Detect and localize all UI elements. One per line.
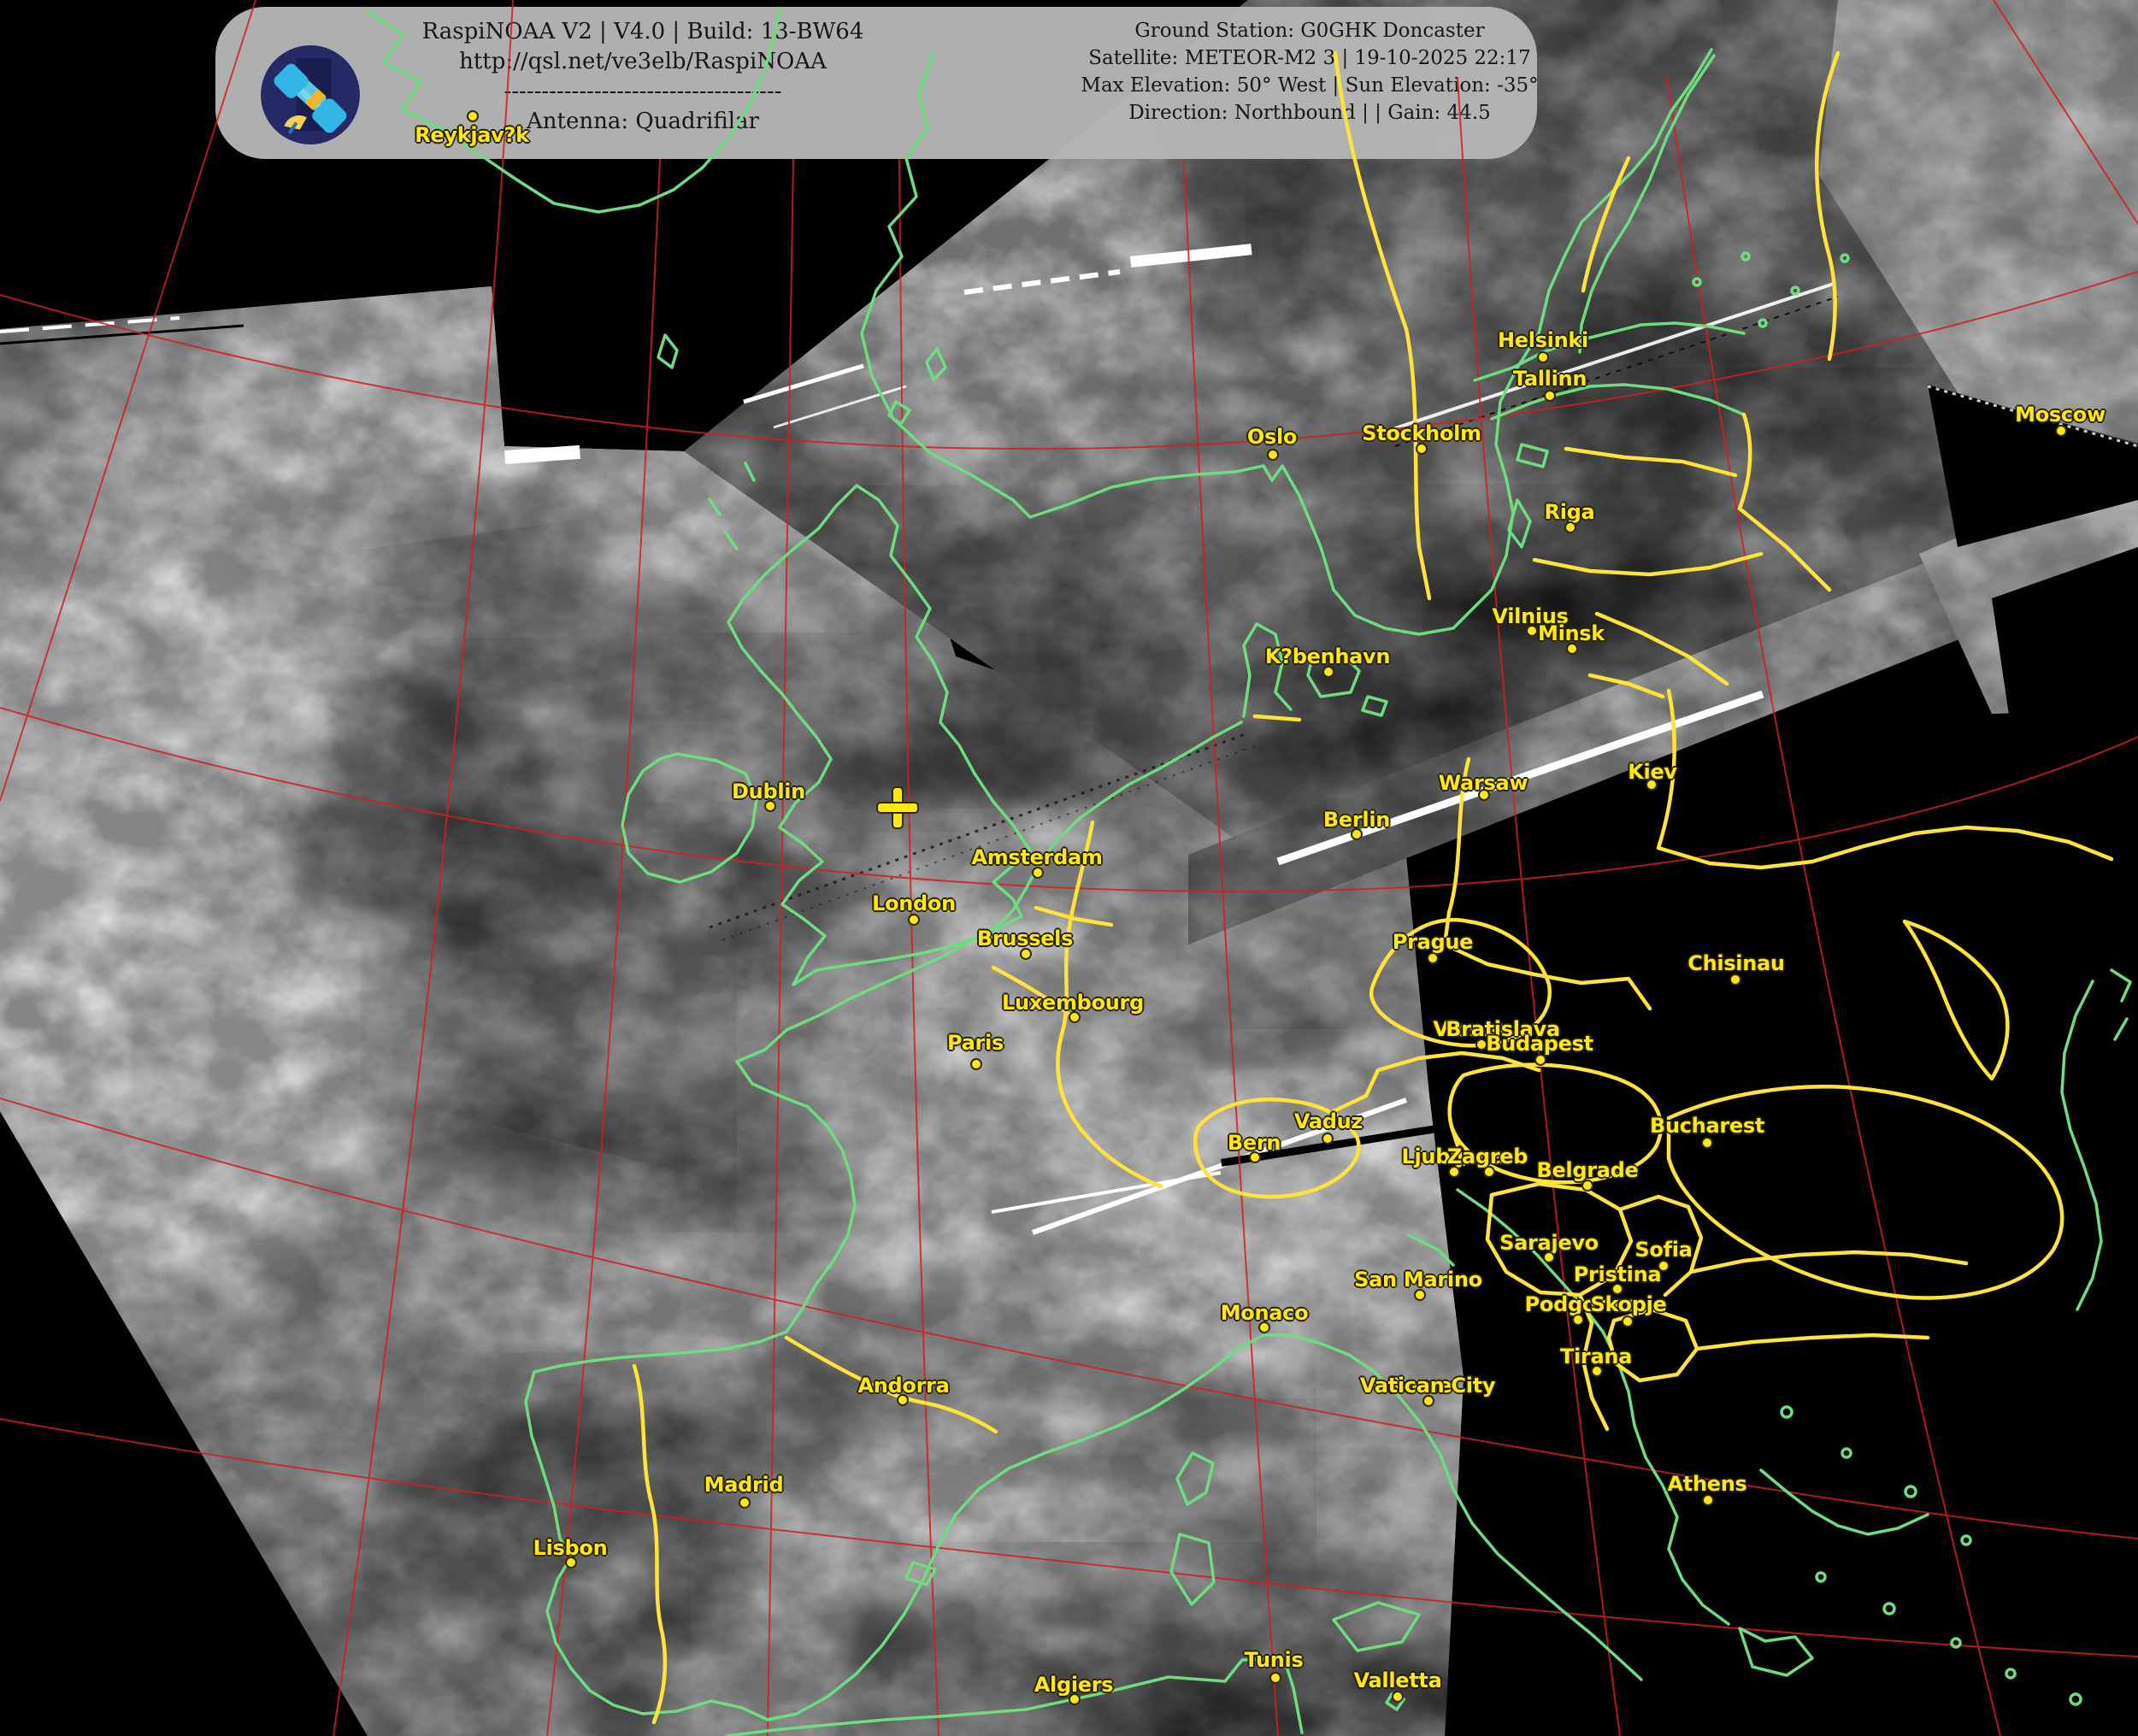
satellite-icon (261, 45, 360, 144)
elevation-info: Max Elevation: 50° West | Sun Elevation:… (1081, 74, 1539, 97)
divider-dashes: ------------------------------------- (504, 79, 782, 104)
antenna-info: Antenna: Quadrifilar (527, 109, 759, 134)
ground-station: Ground Station: G0GHK Doncaster (1134, 20, 1485, 42)
info-header: RaspiNOAA V2 | V4.0 | Build: 13-BW64 htt… (215, 7, 1539, 159)
satellite-datetime: Satellite: METEOR-M2 3 | 19-10-2025 22:1… (1088, 47, 1531, 69)
software-version: RaspiNOAA V2 | V4.0 | Build: 13-BW64 (421, 19, 864, 44)
pass-info: Ground Station: G0GHK Doncaster Satellit… (1070, 17, 1549, 127)
software-url: http://qsl.net/ve3elb/RaspiNOAA (459, 49, 827, 74)
station-software-info: RaspiNOAA V2 | V4.0 | Build: 13-BW64 htt… (403, 17, 882, 137)
direction-gain: Direction: Northbound | | Gain: 44.5 (1128, 102, 1491, 124)
